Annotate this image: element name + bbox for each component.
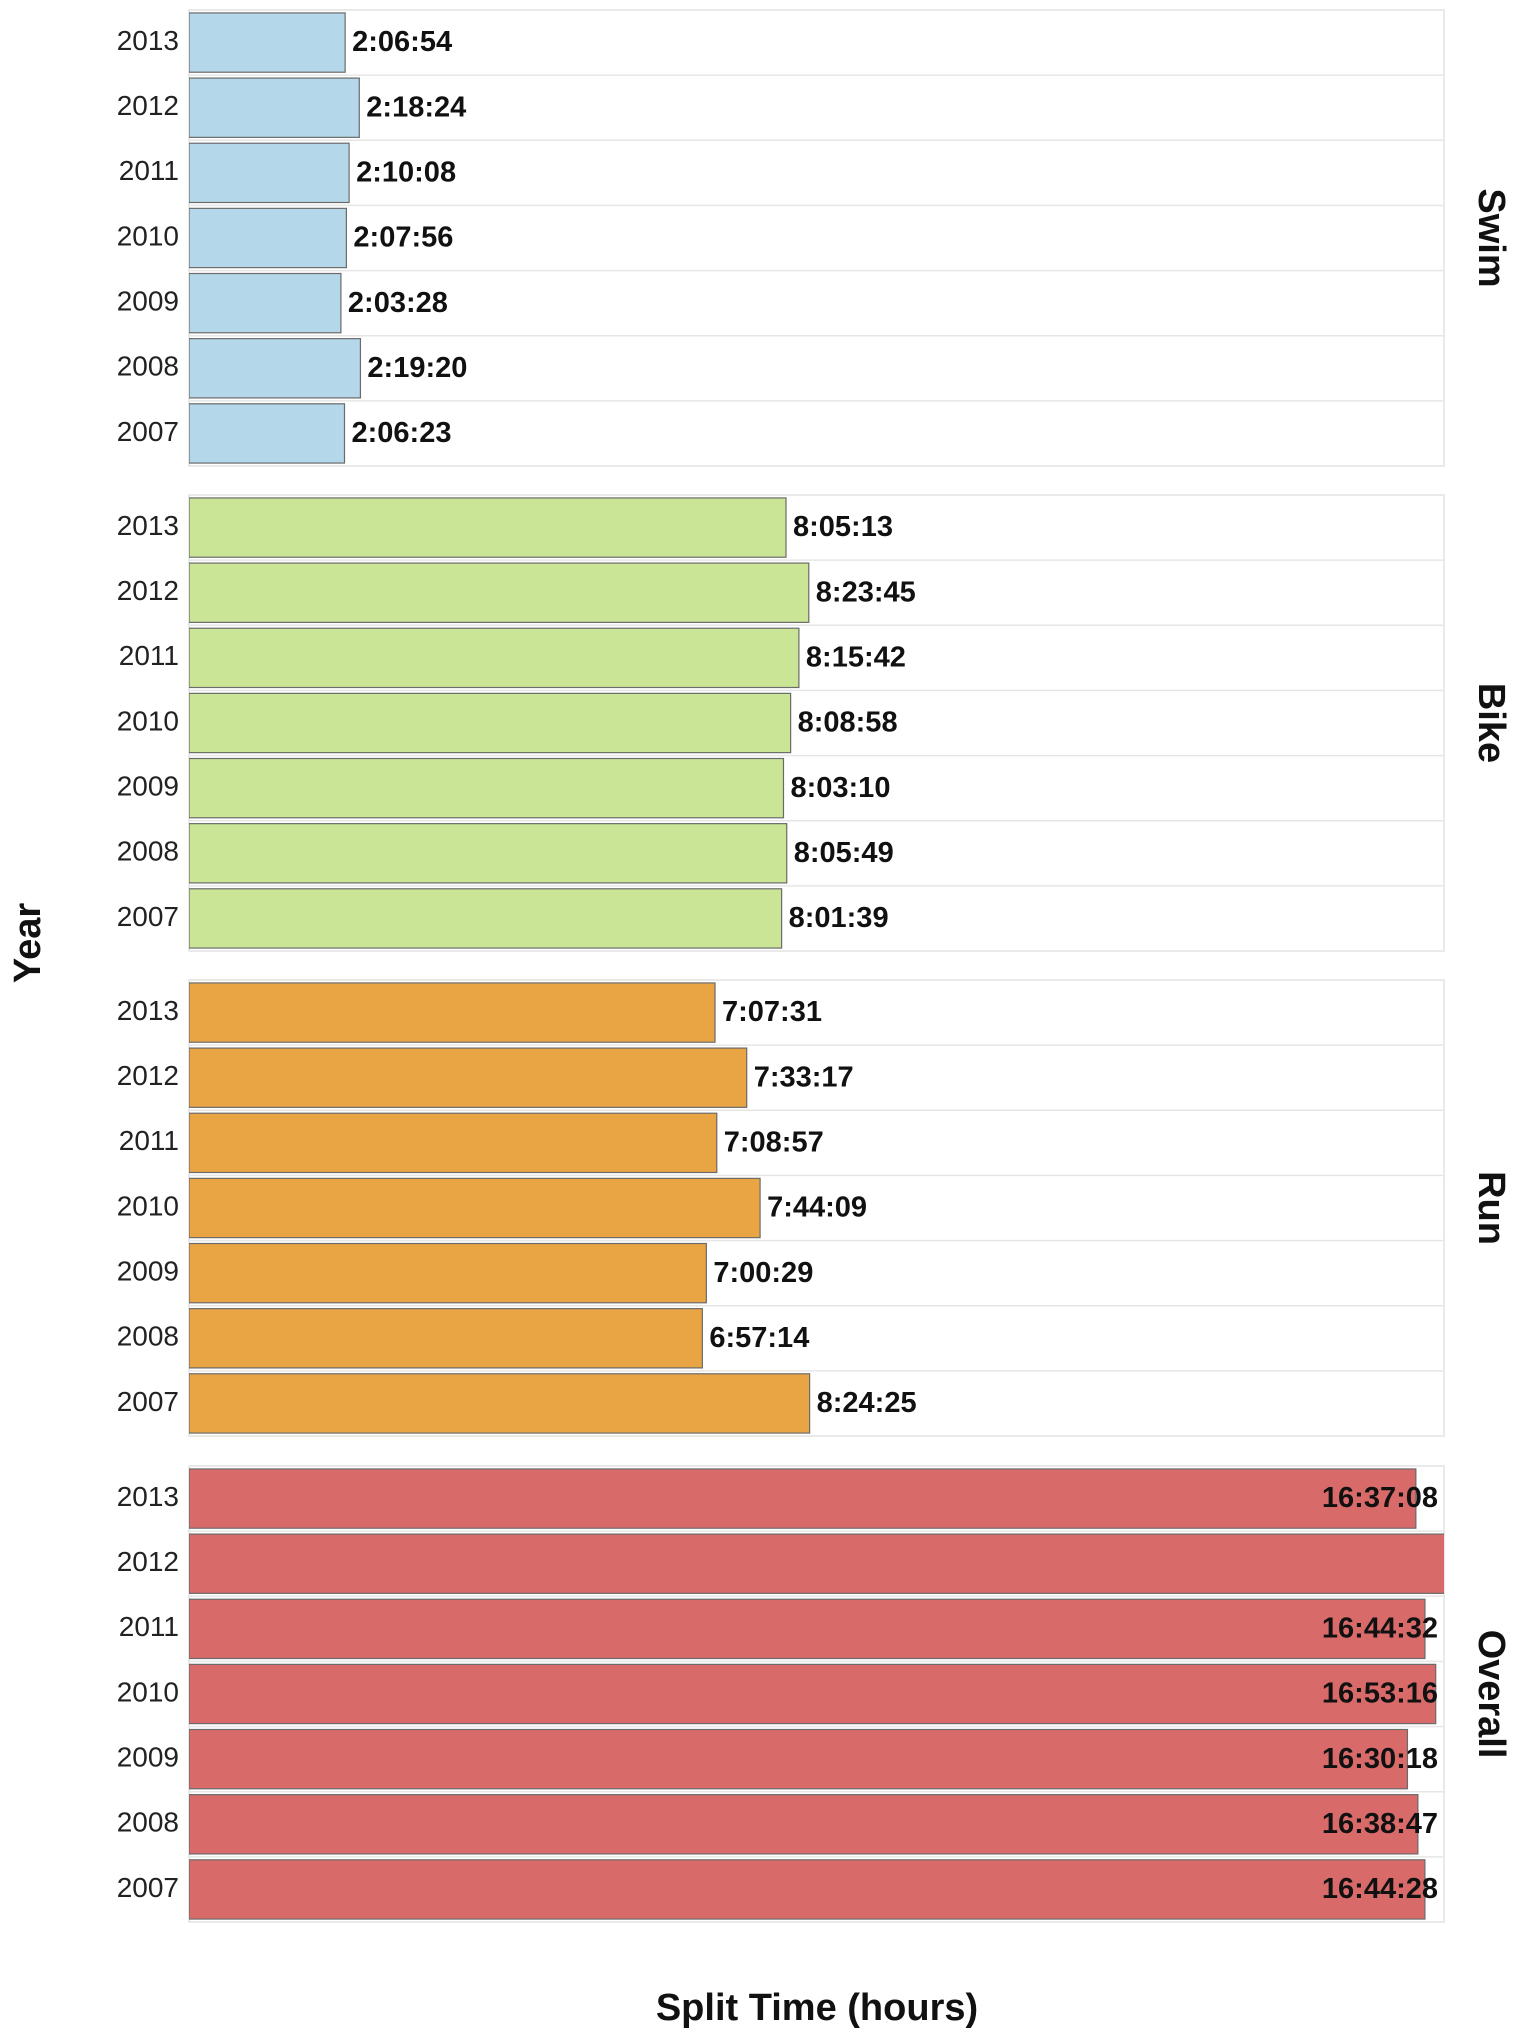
value-label: 16:53:16 (1322, 1678, 1438, 1710)
bar (189, 142, 350, 204)
y-tick-label: 2012 (117, 90, 179, 121)
value-label: 16:30:18 (1322, 1743, 1438, 1775)
y-tick-label: 2010 (117, 705, 179, 736)
bar (189, 497, 787, 558)
y-tick-label: 2009 (117, 771, 179, 802)
value-label: 2:19:20 (367, 352, 467, 384)
y-tick-label: 2011 (119, 155, 179, 186)
bar (189, 338, 362, 399)
value-label: 8:23:45 (816, 576, 916, 608)
value-label: 2:06:23 (352, 417, 452, 449)
bars (189, 497, 810, 949)
bar (189, 1663, 1437, 1725)
y-tick-label: 2013 (117, 1481, 179, 1512)
y-tick-label: 2013 (117, 995, 179, 1026)
bar (189, 692, 792, 754)
facet-label: Overall (1470, 1630, 1512, 1759)
x-axis-label: Split Time (hours) (656, 1987, 978, 2029)
value-label: 2:03:28 (348, 287, 448, 319)
bar (189, 1794, 1419, 1855)
y-tick-label: 2009 (117, 1742, 179, 1773)
value-label: 2:06:54 (352, 26, 452, 58)
bars (189, 12, 362, 464)
panel (188, 9, 1445, 467)
bar (189, 757, 785, 819)
bar (189, 888, 783, 949)
bar (189, 272, 342, 334)
facet-label: Run (1470, 1171, 1512, 1245)
y-tick-label: 2012 (117, 575, 179, 606)
y-tick-label: 2007 (117, 1872, 179, 1903)
value-label: 16:44:32 (1322, 1613, 1438, 1645)
bar (189, 1859, 1426, 1920)
value-label: 16:44:28 (1322, 1873, 1438, 1905)
value-label: 8:24:25 (817, 1387, 917, 1419)
y-tick-label: 2013 (117, 25, 179, 56)
value-label: 8:08:58 (798, 707, 898, 739)
bar (189, 1177, 761, 1239)
value-label: 7:33:17 (754, 1061, 854, 1093)
bar (189, 1112, 718, 1174)
value-label: 7:44:09 (767, 1192, 867, 1224)
y-tick-label: 2009 (117, 1256, 179, 1287)
y-tick-label: 2008 (117, 836, 179, 867)
bar (189, 1728, 1409, 1790)
bar (189, 982, 716, 1043)
y-tick-label: 2011 (119, 1611, 179, 1642)
y-tick-label: 2013 (117, 510, 179, 541)
y-tick-label: 2008 (117, 1321, 179, 1352)
y-tick-label: 2007 (117, 901, 179, 932)
bar (189, 1373, 811, 1434)
bars (189, 982, 811, 1434)
y-tick-label: 2010 (117, 1190, 179, 1221)
bar (189, 12, 346, 73)
value-label: 8:05:49 (794, 837, 894, 869)
y-tick-label: 2010 (117, 220, 179, 251)
y-tick-label: 2008 (117, 351, 179, 382)
bar (189, 1308, 703, 1369)
y-tick-label: 2010 (117, 1676, 179, 1707)
value-label: 7:08:57 (724, 1127, 824, 1159)
value-label: 8:03:10 (790, 772, 890, 804)
value-label: 8:15:42 (806, 642, 906, 674)
bars (189, 1468, 1444, 1920)
y-tick-label: 2007 (117, 1386, 179, 1417)
y-axis-label: Year (7, 903, 49, 984)
y-tick-label: 2012 (117, 1060, 179, 1091)
value-label: 7:07:31 (722, 996, 822, 1028)
value-label: 16:38:47 (1322, 1808, 1438, 1840)
value-label: 6:57:14 (709, 1322, 809, 1354)
y-tick-label: 2012 (117, 1546, 179, 1577)
facet-label: Bike (1470, 683, 1512, 763)
bar (189, 1047, 748, 1108)
value-label: 16:37:08 (1322, 1482, 1438, 1514)
value-label: 8:01:39 (789, 902, 889, 934)
bar (189, 1533, 1444, 1594)
bar (189, 77, 360, 138)
facet-label: Swim (1470, 188, 1512, 287)
y-tick-label: 2011 (119, 640, 179, 671)
bar (189, 207, 348, 269)
bar (189, 1598, 1426, 1660)
value-label: 8:05:13 (793, 511, 893, 543)
bar (189, 403, 346, 464)
bar (189, 627, 800, 689)
bar (189, 562, 810, 623)
bar (189, 1468, 1417, 1529)
value-label: 2:18:24 (366, 91, 466, 123)
y-tick-label: 2007 (117, 416, 179, 447)
bar (189, 823, 788, 884)
bar (189, 1242, 707, 1304)
y-tick-label: 2009 (117, 286, 179, 317)
value-label: 7:00:29 (713, 1257, 813, 1289)
y-tick-label: 2008 (117, 1807, 179, 1838)
value-label: 2:07:56 (353, 222, 453, 254)
value-label: 2:10:08 (356, 157, 456, 189)
y-tick-label: 2011 (119, 1125, 179, 1156)
